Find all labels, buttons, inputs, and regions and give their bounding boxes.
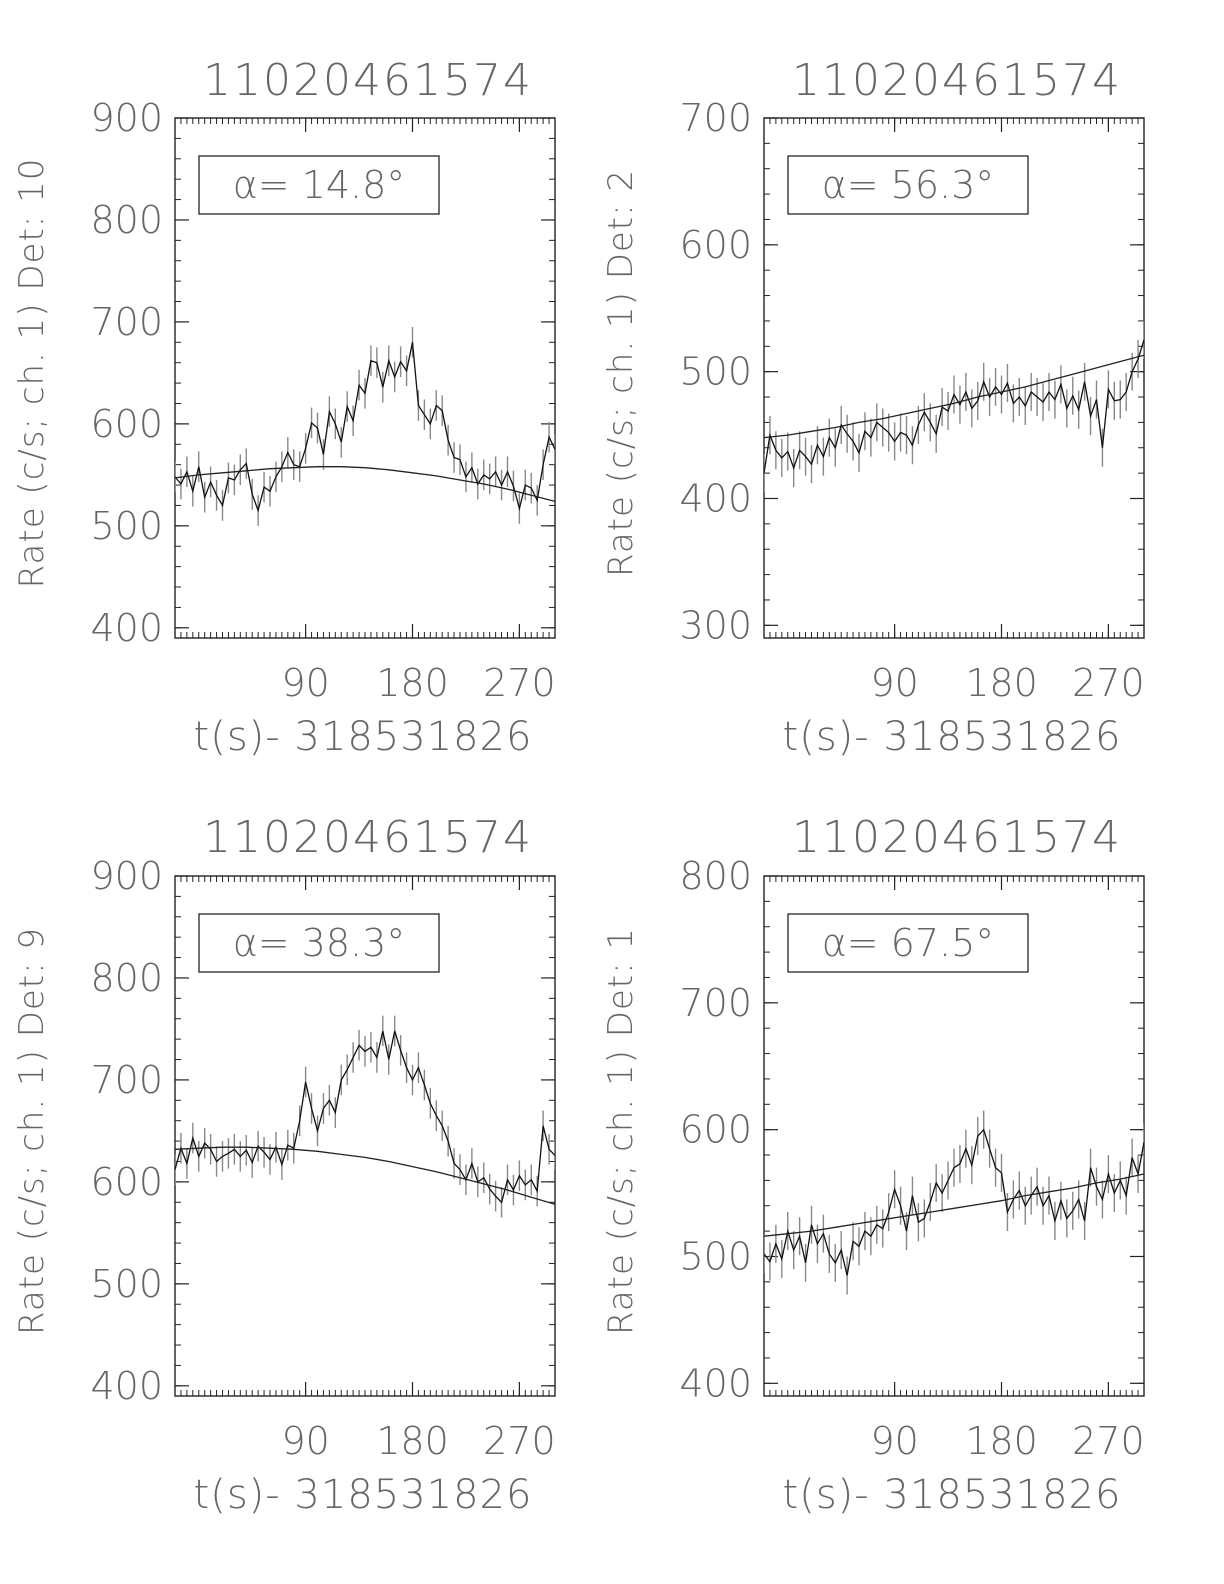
background-fit-curve <box>764 354 1144 439</box>
annotation-box <box>198 913 440 973</box>
y-tick-label: 900 <box>90 854 163 898</box>
y-tick-label: 700 <box>679 981 752 1025</box>
chart-panel-2: 11020461574 90 180 270 300 400 500 600 700 t(s)- … <box>601 55 1145 760</box>
y-axis-label: Rate (c/s; ch. 1) Det: 9 <box>12 927 52 1335</box>
y-tick-label: 400 <box>90 1364 163 1408</box>
y-tick-label: 700 <box>679 96 752 140</box>
x-tick-label: 270 <box>483 1419 556 1463</box>
plot-area <box>764 1110 1144 1295</box>
y-axis-label: Rate (c/s; ch. 1) Det: 10 <box>12 158 52 589</box>
chart-title: 11020461574 <box>203 812 533 863</box>
y-tick-label: 700 <box>90 300 163 344</box>
angle-annotation: α= 38.3° <box>198 913 440 973</box>
x-axis-label: t(s)- 318531826 <box>194 714 533 760</box>
x-tick-label: 270 <box>1072 661 1145 705</box>
annotation-text: α= 56.3° <box>822 163 995 207</box>
y-tick-label: 400 <box>90 606 163 650</box>
x-tick-label: 180 <box>376 1419 449 1463</box>
y-axis-label: Rate (c/s; ch. 1) Det: 2 <box>601 169 641 577</box>
y-tick-label: 800 <box>90 198 163 242</box>
x-axis-label: t(s)- 318531826 <box>783 714 1122 760</box>
y-tick-label: 600 <box>679 223 752 267</box>
x-axis-label: t(s)- 318531826 <box>194 1472 533 1518</box>
x-axis-label: t(s)- 318531826 <box>783 1472 1122 1518</box>
light-curve-line <box>764 1128 1144 1276</box>
annotation-box <box>198 155 440 215</box>
chart-title: 11020461574 <box>203 55 533 106</box>
chart-panel-3: 11020461574 90 180 270 400 500 600 700 800 900 t(s… <box>12 812 556 1518</box>
y-tick-label: 600 <box>90 402 163 446</box>
y-tick-label: 500 <box>90 504 163 548</box>
chart-title: 11020461574 <box>792 55 1122 106</box>
x-tick-label: 90 <box>870 661 918 705</box>
y-tick-label: 900 <box>90 96 163 140</box>
y-tick-label: 800 <box>90 956 163 1000</box>
y-tick-label: 800 <box>679 854 752 898</box>
y-axis-label: Rate (c/s; ch. 1) Det: 1 <box>601 927 641 1335</box>
angle-annotation: α= 56.3° <box>787 155 1029 215</box>
x-tick-label: 180 <box>965 661 1038 705</box>
chart-title: 11020461574 <box>792 812 1122 863</box>
background-fit-curve <box>175 1146 555 1205</box>
plot-area <box>175 1015 555 1218</box>
y-tick-label: 300 <box>679 603 752 647</box>
annotation-box <box>787 913 1029 973</box>
background-fit-curve <box>764 1173 1144 1237</box>
light-curve-line <box>764 339 1144 474</box>
y-tick-label: 400 <box>679 476 752 520</box>
x-tick-label: 270 <box>483 661 556 705</box>
plot-area <box>764 320 1144 493</box>
angle-annotation: α= 67.5° <box>787 913 1029 973</box>
chart-panel-1: 11020461574 90 180 270 400 500 600 700 800 900 t(s… <box>12 55 556 760</box>
x-tick-label: 180 <box>965 1419 1038 1463</box>
annotation-text: α= 14.8° <box>233 163 406 207</box>
x-tick-label: 180 <box>376 661 449 705</box>
y-tick-label: 600 <box>679 1108 752 1152</box>
plot-area <box>175 327 555 526</box>
angle-annotation: α= 14.8° <box>198 155 440 215</box>
light-curve-line <box>175 1030 555 1204</box>
chart-panel-4: 11020461574 90 180 270 400 500 600 700 800 t(s)- … <box>601 812 1145 1518</box>
annotation-box <box>787 155 1029 215</box>
x-tick-label: 270 <box>1072 1419 1145 1463</box>
light-curve-line <box>175 342 555 513</box>
y-tick-label: 400 <box>679 1361 752 1405</box>
x-tick-label: 90 <box>281 661 329 705</box>
y-tick-label: 600 <box>90 1160 163 1204</box>
background-fit-curve <box>175 466 555 503</box>
annotation-text: α= 38.3° <box>233 921 406 965</box>
y-tick-label: 500 <box>679 350 752 394</box>
x-tick-label: 90 <box>870 1419 918 1463</box>
y-tick-label: 700 <box>90 1058 163 1102</box>
annotation-text: α= 67.5° <box>822 921 995 965</box>
y-tick-label: 500 <box>90 1262 163 1306</box>
y-tick-label: 500 <box>679 1234 752 1278</box>
x-tick-label: 90 <box>281 1419 329 1463</box>
